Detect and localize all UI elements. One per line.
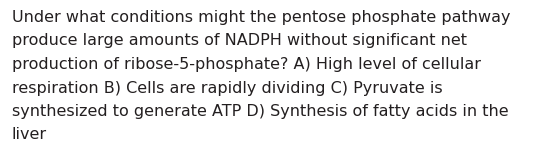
Text: liver: liver [12,127,47,142]
Text: production of ribose-5-phosphate? A) High level of cellular: production of ribose-5-phosphate? A) Hig… [12,57,481,72]
Text: synthesized to generate ATP D) Synthesis of fatty acids in the: synthesized to generate ATP D) Synthesis… [12,104,509,119]
Text: produce large amounts of NADPH without significant net: produce large amounts of NADPH without s… [12,34,467,48]
Text: Under what conditions might the pentose phosphate pathway: Under what conditions might the pentose … [12,10,511,25]
Text: respiration B) Cells are rapidly dividing C) Pyruvate is: respiration B) Cells are rapidly dividin… [12,80,442,96]
